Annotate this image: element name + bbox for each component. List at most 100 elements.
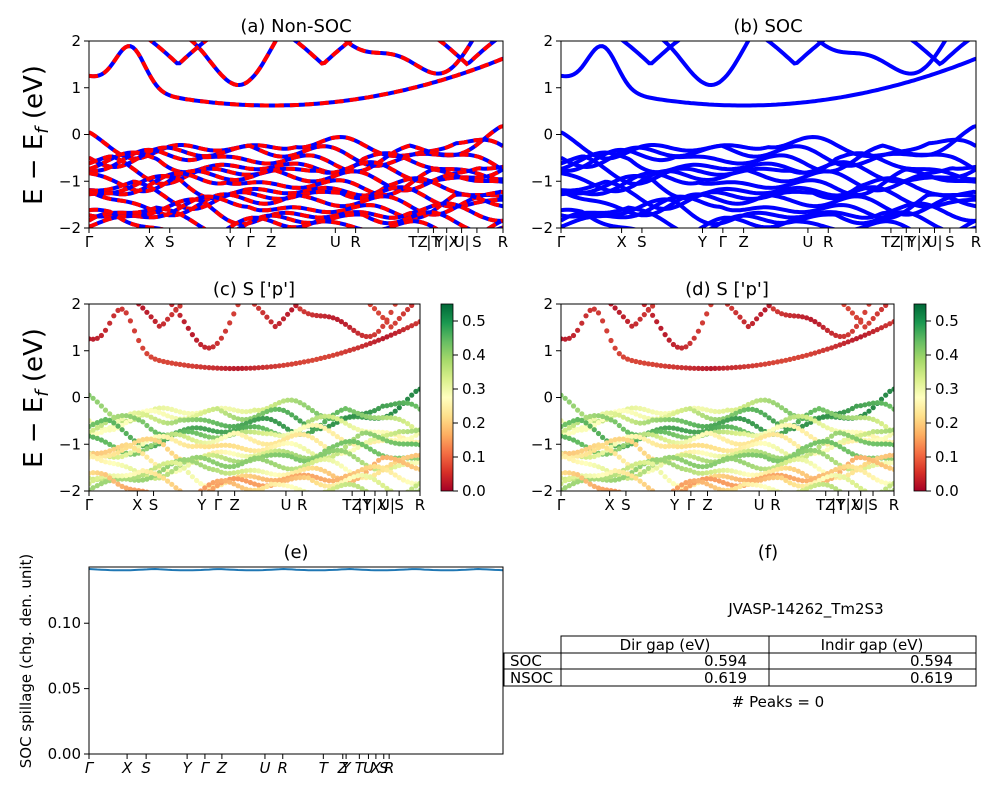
panel-c-xticks: Γ X S Y Γ Z U R TZ|TY|XU| S R [85,491,425,514]
projection-point [297,418,303,424]
projection-point [708,430,714,436]
projection-point [629,439,635,445]
projection-point [160,411,167,417]
band-line [561,167,976,198]
projection-point [305,475,311,481]
projection-point [214,467,220,473]
projection-point [883,424,889,430]
projection-point [674,417,681,423]
projection-point [587,418,593,425]
projection-point [600,450,606,456]
projection-point [222,410,229,416]
projection-point [351,482,357,488]
projection-point [774,458,781,464]
projection-point [342,449,349,455]
projection-point [625,356,631,362]
projection-point [712,416,718,423]
projection-point [380,314,386,321]
projection-point [318,457,324,463]
projection-point [98,422,104,428]
projection-point [144,408,150,414]
projection-point [107,284,112,289]
projection-point [741,477,747,483]
projection-point [770,431,776,437]
projection-point [704,414,710,420]
projection-point [591,306,597,312]
projection-point [729,407,735,413]
projection-point [293,304,299,309]
projection-point [115,423,121,429]
projection-point [783,357,789,363]
projection-point [400,400,406,406]
projection-point [363,465,369,471]
projection-point [376,470,382,476]
projection-point [795,354,801,360]
projection-point [883,304,889,308]
projection-point [633,419,639,425]
projection-point [94,335,100,341]
projection-point [152,429,158,435]
projection-point [202,433,208,439]
projection-point [239,461,245,467]
xtick-label: S [149,496,159,514]
projection-point [202,344,208,350]
colorbar-tick-label: 0.2 [935,414,959,432]
xtick-label: Z [337,759,349,777]
projection-point [322,284,327,289]
projection-point [720,456,726,462]
panel-d: (d) S ['p'] 210−1−2 Γ X S Y Γ Z U R TZ|TY|XU| S R … [531,279,959,514]
projection-point [579,460,585,466]
projection-point [762,397,768,403]
projection-point [829,483,835,490]
projection-point [90,427,96,433]
projection-point [392,401,398,407]
projection-point [783,290,788,295]
projection-point [380,455,386,461]
projection-point [770,426,776,432]
projection-point [115,473,121,479]
projection-point [198,364,204,370]
projection-point [837,413,843,419]
projection-point [837,430,843,436]
projection-point [152,471,158,477]
projection-point [396,441,402,447]
projection-point [625,437,631,443]
projection-point [621,293,626,298]
projection-point [724,455,731,461]
band-line [561,164,976,194]
projection-point [330,458,336,464]
projection-point [251,474,258,480]
projection-point [367,437,373,443]
projection-point [699,406,706,412]
projection-point [140,488,146,491]
band-line-dashed [89,207,503,228]
projection-point [94,475,100,482]
projection-point [720,487,726,491]
projection-point [272,448,278,454]
projection-point [115,288,120,293]
projection-point [824,474,831,480]
projection-point [887,441,893,447]
projection-point [679,444,685,450]
projection-point [95,283,100,288]
projection-point [272,481,278,487]
projection-point [235,476,241,482]
projection-point [330,431,336,437]
projection-point [280,452,287,458]
projection-point [592,289,597,294]
projection-point [613,293,618,298]
projection-point [891,295,896,300]
projection-point [165,446,171,452]
projection-point [156,418,162,424]
projection-point [874,455,880,462]
projection-point [633,295,638,300]
projection-point [405,306,411,313]
projection-point [889,304,891,305]
projection-point [662,417,668,423]
projection-point [878,454,885,460]
projection-point [874,437,880,443]
projection-point [144,476,150,482]
projection-point [820,438,826,444]
projection-point [716,434,722,440]
projection-point [637,413,643,419]
